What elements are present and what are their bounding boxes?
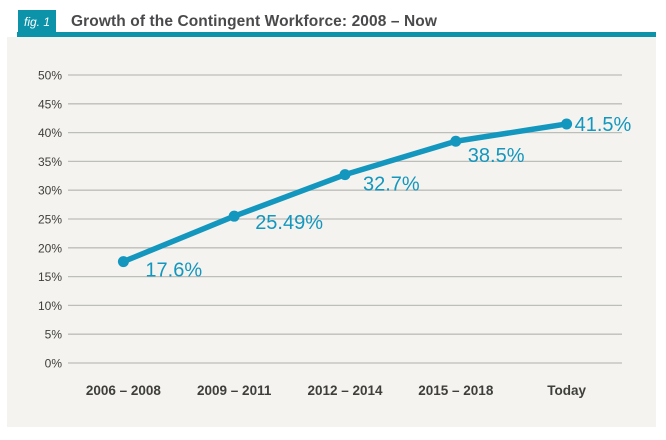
chart-title: Growth of the Contingent Workforce: 2008… [71, 13, 438, 30]
y-tick-label: 20% [38, 241, 62, 255]
y-tick-label: 45% [38, 97, 62, 111]
data-point [450, 135, 462, 147]
x-tick-label: 2006 – 2008 [86, 383, 162, 398]
data-point-label: 38.5% [468, 145, 525, 167]
y-tick-label: 25% [38, 213, 62, 227]
data-point [561, 118, 573, 130]
x-tick-label: 2015 – 2018 [418, 383, 494, 398]
data-point-label: 17.6% [145, 260, 202, 282]
data-point-label: 41.5% [575, 114, 632, 136]
y-tick-label: 15% [38, 270, 62, 284]
x-tick-label: 2012 – 2014 [307, 383, 383, 398]
data-point-label: 25.49% [255, 212, 323, 234]
y-tick-label: 50% [38, 69, 62, 83]
header-divider [17, 32, 656, 37]
y-tick-label: 0% [45, 357, 63, 371]
x-tick-label: 2009 – 2011 [197, 383, 272, 398]
y-tick-label: 10% [38, 299, 62, 313]
figure-badge: fig. 1 [18, 10, 56, 33]
chart-panel [7, 37, 656, 427]
figure-badge-label: fig. 1 [23, 14, 50, 29]
data-point [228, 210, 240, 222]
data-point-label: 32.7% [363, 174, 420, 196]
y-tick-label: 35% [38, 155, 62, 169]
data-point [117, 256, 129, 268]
y-tick-label: 5% [45, 328, 63, 342]
y-tick-label: 40% [38, 126, 62, 140]
data-point [339, 169, 351, 181]
y-tick-label: 30% [38, 184, 62, 198]
x-tick-label: Today [547, 383, 586, 398]
